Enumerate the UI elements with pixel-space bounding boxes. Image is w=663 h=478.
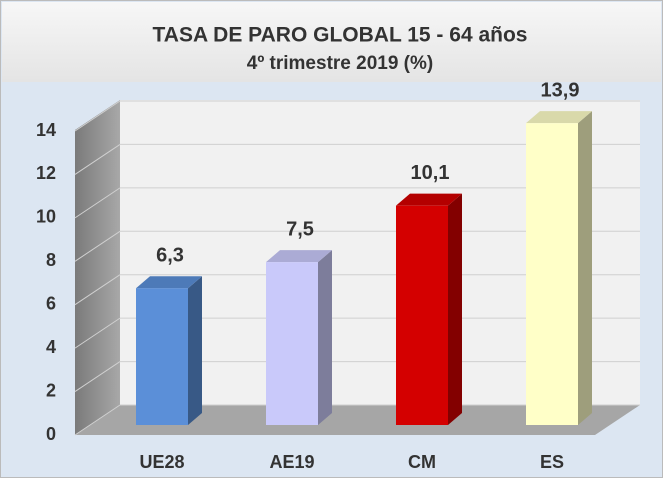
y-tick-label: 10: [36, 207, 56, 227]
y-tick-label: 8: [46, 250, 56, 270]
bar-top: [396, 193, 462, 206]
floor: [75, 405, 640, 435]
value-label: 6,3: [156, 244, 184, 266]
bar-side: [318, 250, 332, 425]
bar: [396, 205, 448, 425]
bar-side: [578, 111, 592, 426]
bar-top: [266, 250, 332, 263]
grid-line: [74, 187, 121, 219]
grid-line: [74, 144, 121, 175]
value-label: 7,5: [286, 218, 314, 240]
y-tick-label: 0: [46, 424, 56, 444]
bar: [266, 262, 318, 425]
x-tick-label: UE28: [139, 452, 184, 472]
bar-top: [526, 111, 592, 124]
bar: [136, 288, 188, 425]
chart-subtitle: 4º trimestre 2019 (%): [247, 53, 433, 74]
grid-line: [74, 274, 121, 306]
y-tick-label: 14: [36, 120, 56, 140]
bar-side: [448, 193, 462, 425]
chart-title: TASA DE PARO GLOBAL 15 - 64 años: [153, 24, 528, 47]
grid-line: [74, 361, 121, 392]
bar-side: [188, 276, 202, 425]
header: [2, 2, 661, 82]
grid-line: [74, 230, 121, 262]
y-tick-label: 2: [46, 380, 56, 400]
x-tick-label: ES: [540, 452, 564, 472]
grid-line: [74, 317, 121, 349]
bar: [526, 123, 578, 426]
value-label: 10,1: [411, 162, 450, 184]
y-tick-label: 12: [36, 163, 56, 183]
grid-line: [74, 404, 121, 436]
bar-top: [136, 276, 202, 289]
side-wall: [75, 100, 120, 435]
grid-line: [74, 100, 121, 132]
x-tick-label: CM: [408, 452, 436, 472]
y-tick-label: 6: [46, 293, 56, 313]
value-label: 13,9: [541, 79, 580, 101]
y-tick-label: 4: [46, 337, 56, 357]
back-wall: [120, 100, 640, 405]
x-tick-label: AE19: [269, 452, 314, 472]
